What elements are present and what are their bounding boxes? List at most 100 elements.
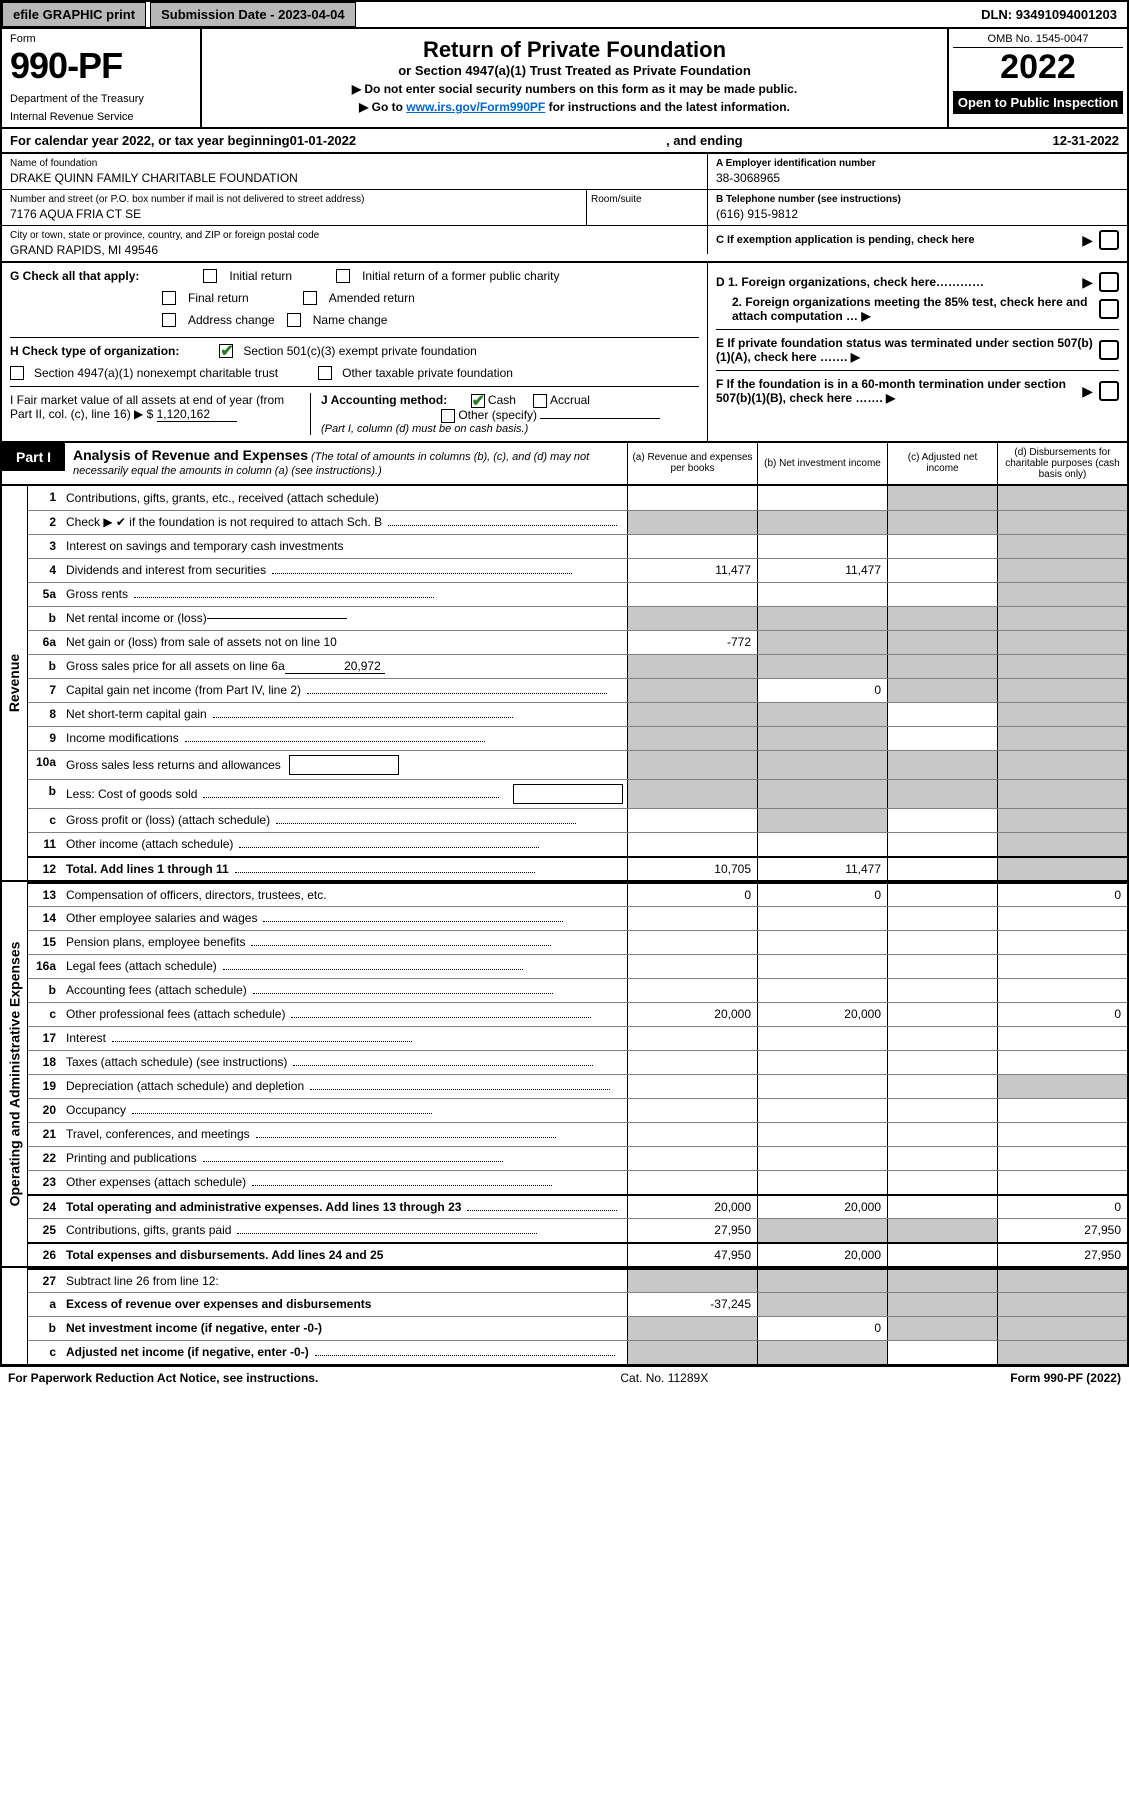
dots (235, 865, 535, 873)
row-number: 2 (28, 511, 62, 534)
table-row: 16aLegal fees (attach schedule) (28, 954, 1127, 978)
form-title: Return of Private Foundation (210, 37, 939, 63)
arrow-icon: ▶ (1082, 274, 1093, 291)
cell-c (887, 884, 997, 906)
cell-d (997, 655, 1127, 678)
expenses-label: Operating and Administrative Expenses (7, 941, 23, 1206)
cell-b (757, 833, 887, 856)
g-checkbox-initial-return[interactable] (203, 269, 217, 283)
tax-year: 2022 (953, 48, 1123, 87)
row-desc-text: Other income (attach schedule) (66, 837, 233, 851)
cell-c (887, 1123, 997, 1146)
cell-c (887, 727, 997, 750)
calyear-mid: , and ending (356, 133, 1052, 148)
j-note: (Part I, column (d) must be on cash basi… (321, 423, 660, 435)
dots (134, 590, 434, 598)
cell-d (997, 1147, 1127, 1170)
table-row: 27Subtract line 26 from line 12: (28, 1268, 1127, 1292)
table-row: 11Other income (attach schedule) (28, 832, 1127, 856)
cell-b (757, 583, 887, 606)
cell-a (627, 703, 757, 726)
cell-c (887, 1341, 997, 1364)
dots (276, 816, 576, 824)
row-desc-text: Income modifications (66, 731, 179, 745)
dots (203, 790, 499, 798)
row-number: 12 (28, 858, 62, 880)
h-checkbox-other-taxable[interactable] (318, 366, 332, 380)
e-row: E If private foundation status was termi… (716, 329, 1119, 364)
row-desc-text: Other employee salaries and wages (66, 911, 257, 925)
row-desc-text: Occupancy (66, 1103, 126, 1117)
g-opt-0: Initial return (229, 269, 292, 283)
j-checkbox-accrual[interactable] (533, 394, 547, 408)
g-section: G Check all that apply: Initial return I… (10, 269, 699, 327)
cell-d (997, 751, 1127, 779)
cell-d (997, 858, 1127, 880)
row-desc-text: Total expenses and disbursements. Add li… (66, 1248, 383, 1262)
row-number: 17 (28, 1027, 62, 1050)
j-other-specify-line (540, 418, 660, 419)
cell-c (887, 1051, 997, 1074)
g-checkbox-final[interactable] (162, 291, 176, 305)
cell-a (627, 809, 757, 832)
g-checkbox-initial-former[interactable] (336, 269, 350, 283)
row-desc-text: Depreciation (attach schedule) and deple… (66, 1079, 304, 1093)
cell-c (887, 931, 997, 954)
dln: DLN: 93491094001203 (971, 3, 1127, 26)
f-checkbox[interactable] (1099, 381, 1119, 401)
cell-a (627, 535, 757, 558)
efile-print-button[interactable]: efile GRAPHIC print (2, 2, 146, 27)
cell-a (627, 931, 757, 954)
exemption-pending-checkbox[interactable] (1099, 230, 1119, 250)
row-number: 15 (28, 931, 62, 954)
table-row: 18Taxes (attach schedule) (see instructi… (28, 1050, 1127, 1074)
g-checkbox-amended[interactable] (303, 291, 317, 305)
h-checkbox-4947[interactable] (10, 366, 24, 380)
cell-c (887, 1270, 997, 1292)
row-desc-text: Travel, conferences, and meetings (66, 1127, 250, 1141)
row-desc: Interest (62, 1027, 627, 1050)
dots (307, 686, 607, 694)
dots (291, 1010, 591, 1018)
cell-a (627, 979, 757, 1002)
cell-c (887, 1171, 997, 1194)
dots (252, 1178, 552, 1186)
cell-b (757, 631, 887, 654)
d1-row: D 1. Foreign organizations, check here……… (716, 272, 1119, 292)
j-checkbox-cash[interactable] (471, 394, 485, 408)
d2-checkbox[interactable] (1099, 299, 1119, 319)
cell-a (627, 907, 757, 930)
row-desc-text: Total. Add lines 1 through 11 (66, 862, 229, 876)
g-checkbox-address-change[interactable] (162, 313, 176, 327)
cell-d (997, 486, 1127, 510)
cell-a (627, 780, 757, 808)
h-checkbox-501c3[interactable] (219, 344, 233, 358)
d1-checkbox[interactable] (1099, 272, 1119, 292)
e-checkbox[interactable] (1099, 340, 1119, 360)
form-note-link: ▶ Go to www.irs.gov/Form990PF for instru… (210, 100, 939, 114)
table-row: 10aGross sales less returns and allowanc… (28, 750, 1127, 779)
address-label: Number and street (or P.O. box number if… (10, 194, 578, 205)
row-desc-text: Gross rents (66, 587, 128, 601)
cell-a (627, 1051, 757, 1074)
row-number: b (28, 979, 62, 1002)
dots (239, 840, 539, 848)
cell-c (887, 858, 997, 880)
cell-b: 20,000 (757, 1244, 887, 1266)
h-opt-0: Section 501(c)(3) exempt private foundat… (243, 344, 476, 358)
cell-b (757, 955, 887, 978)
dots (237, 1226, 537, 1234)
cell-b (757, 535, 887, 558)
cell-b (757, 1075, 887, 1098)
irs-link[interactable]: www.irs.gov/Form990PF (406, 100, 545, 114)
row-number: a (28, 1293, 62, 1316)
row-desc: Total expenses and disbursements. Add li… (62, 1244, 627, 1266)
part1-header: Part I Analysis of Revenue and Expenses … (0, 443, 1129, 486)
cell-b (757, 486, 887, 510)
row-number: 14 (28, 907, 62, 930)
cell-d (997, 833, 1127, 856)
g-checkbox-name-change[interactable] (287, 313, 301, 327)
j-checkbox-other[interactable] (441, 409, 455, 423)
table-row: 4Dividends and interest from securities1… (28, 558, 1127, 582)
cell-d (997, 955, 1127, 978)
